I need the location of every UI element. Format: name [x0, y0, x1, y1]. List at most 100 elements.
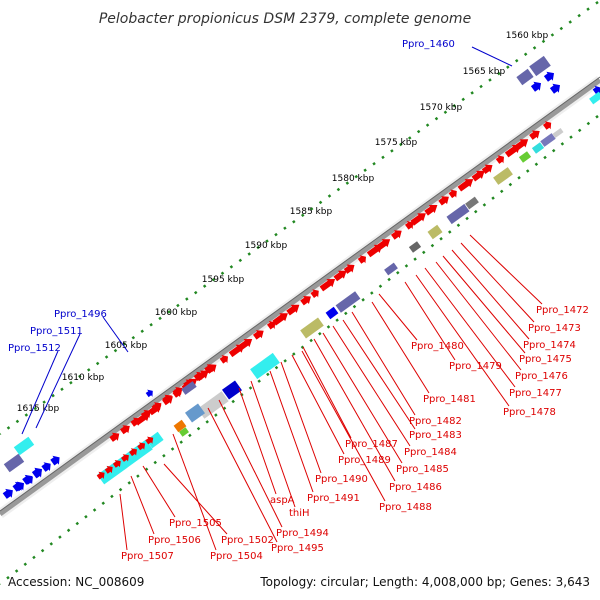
genome-backbone	[0, 75, 600, 519]
leader-line	[218, 399, 283, 528]
leader-line	[207, 407, 278, 543]
forward-gene-arrow	[50, 455, 60, 466]
gene-features	[2, 55, 600, 499]
scale-tick-label: 1575 kbp	[375, 138, 418, 148]
reverse-gene-label: Ppro_1495	[271, 543, 324, 554]
reverse-gene-arrow	[457, 179, 474, 192]
reverse-gene-label: Ppro_1505	[169, 518, 222, 529]
reverse-gene-arrow	[391, 230, 402, 240]
leader-line	[378, 293, 418, 341]
reverse-gene-label: Ppro_1507	[121, 551, 174, 562]
reverse-gene-arrow	[96, 471, 105, 480]
leader-line	[342, 319, 416, 430]
cog-category-band	[552, 128, 564, 138]
forward-gene-arrow	[543, 71, 554, 82]
reverse-gene-label: Ppro_1473	[528, 323, 581, 334]
cog-category-band	[300, 317, 324, 339]
reverse-gene-label: Ppro_1479	[449, 361, 502, 372]
leader-line	[371, 301, 430, 394]
reverse-gene-label: Ppro_1481	[423, 394, 476, 405]
reverse-gene-arrow	[145, 436, 154, 445]
reverse-gene-arrow	[286, 304, 300, 316]
reverse-gene-arrow	[129, 448, 137, 457]
reverse-gene-arrow	[438, 196, 449, 206]
cog-category-band	[146, 431, 164, 449]
reverse-gene-arrow	[253, 330, 264, 340]
cog-category-band	[335, 291, 361, 313]
cog-category-band	[531, 142, 545, 154]
scale-tick-label: 1610 kbp	[62, 373, 105, 383]
reverse-gene-label: Ppro_1474	[523, 340, 576, 351]
cog-category-band	[325, 306, 339, 320]
reverse-gene-label: Ppro_1489	[338, 455, 391, 466]
forward-gene-arrow	[549, 83, 560, 94]
cog-category-band	[181, 381, 197, 395]
forward-gene-label: Ppro_1512	[8, 343, 61, 354]
leader-line	[460, 242, 535, 323]
map-title: Pelobacter propionicus DSM 2379, complet…	[99, 11, 471, 27]
reverse-gene-arrow	[204, 364, 215, 374]
cog-category-band	[384, 262, 398, 276]
reverse-gene-arrow	[504, 145, 521, 158]
cog-category-band	[222, 380, 242, 400]
scale-tick-label: 1595 kbp	[202, 275, 245, 285]
reverse-gene-arrow	[162, 394, 172, 404]
leader-line	[238, 387, 277, 495]
leader-line	[471, 46, 513, 67]
forward-gene-arrow	[530, 81, 541, 92]
cog-category-band	[446, 203, 470, 225]
reverse-gene-label: Ppro_1506	[148, 535, 201, 546]
reverse-gene-label: Ppro_1478	[503, 407, 556, 418]
reverse-gene-arrow	[137, 442, 146, 451]
cog-category-band	[250, 352, 280, 380]
leader-line	[291, 354, 345, 455]
reverse-gene-arrow	[109, 432, 120, 442]
reverse-gene-arrow	[172, 387, 183, 397]
dotted-guides	[0, 0, 599, 585]
scale-tick-label: 1600 kbp	[155, 308, 198, 318]
reverse-gene-arrow	[333, 270, 347, 282]
leader-line	[424, 267, 516, 388]
scale-tick-label: 1585 kbp	[290, 207, 333, 217]
cog-category-band	[493, 167, 513, 185]
cog-category-band	[589, 91, 600, 105]
reverse-gene-arrow	[481, 164, 493, 174]
scale-tick-label: 1565 kbp	[463, 67, 506, 77]
reverse-gene-arrow	[121, 454, 129, 462]
reverse-gene-arrow	[405, 221, 414, 230]
reverse-gene-label: Ppro_1485	[396, 464, 449, 475]
forward-gene-label: Ppro_1460	[402, 39, 455, 50]
cog-category-band	[540, 133, 556, 147]
leader-line	[332, 325, 411, 447]
reverse-gene-label: Ppro_1475	[519, 354, 572, 365]
cog-category-band	[197, 391, 229, 419]
leader-line	[142, 465, 176, 518]
forward-gene-label: Ppro_1511	[30, 326, 83, 337]
leader-line	[172, 433, 217, 551]
reverse-gene-arrow	[495, 155, 504, 164]
forward-gene-arrow	[12, 481, 23, 492]
leader-line	[102, 316, 129, 353]
reverse-gene-label: Ppro_1487	[345, 439, 398, 450]
forward-gene-arrow	[22, 474, 33, 485]
reverse-gene-arrow	[448, 189, 457, 199]
reverse-gene-arrow	[228, 344, 245, 358]
reverse-gene-arrow	[319, 279, 336, 292]
genome-summary-text: Topology: circular; Length: 4,008,000 bp…	[259, 575, 590, 589]
backbone-line	[0, 77, 600, 517]
cog-category-band	[518, 151, 532, 163]
forward-gene-label: Ppro_1496	[54, 309, 107, 320]
reverse-gene-arrow	[366, 244, 383, 258]
leader-line	[130, 475, 155, 535]
forward-gene-arrow	[31, 467, 42, 478]
label-leader-lines	[21, 46, 543, 551]
reverse-gene-arrow	[272, 313, 288, 326]
scale-tick-label: 1605 kbp	[105, 341, 148, 351]
cog-category-band	[173, 419, 187, 433]
leader-line	[250, 380, 296, 508]
reverse-gene-label: Ppro_1504	[210, 551, 263, 562]
leader-line	[301, 350, 386, 502]
reverse-gene-arrow	[130, 417, 141, 427]
reverse-gene-label: Ppro_1476	[515, 371, 568, 382]
scale-ticks: 1560 kbp 1565 kbp 1570 kbp 1575 kbp 1580 kbp…	[17, 31, 549, 414]
